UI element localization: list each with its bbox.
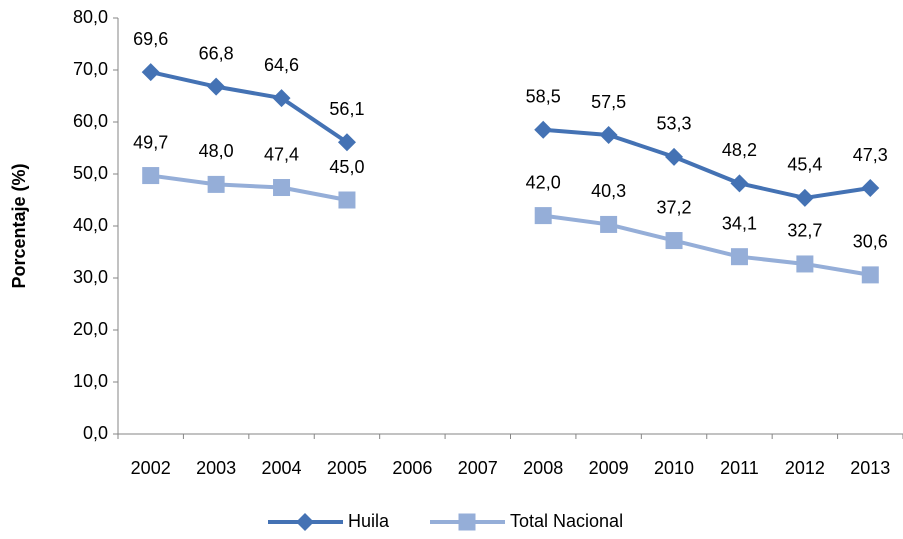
value-label: 34,1 [722,213,757,233]
legend-label: Total Nacional [510,511,623,531]
y-tick-label: 60,0 [73,111,108,131]
marker-diamond [207,77,226,96]
marker-diamond [861,179,880,198]
marker-diamond [730,174,749,193]
marker-square [338,191,356,209]
value-label: 49,7 [133,132,168,152]
x-tick-label: 2006 [392,458,432,478]
marker-diamond [337,133,356,152]
series-line [150,70,871,200]
marker-diamond [272,89,291,108]
value-label: 47,4 [264,144,299,164]
legend-label: Huila [348,511,390,531]
x-tick-label: 2008 [523,458,563,478]
marker-diamond [296,513,314,531]
value-label: 37,2 [657,197,692,217]
value-label: 48,0 [199,141,234,161]
marker-square [796,255,814,273]
x-tick-label: 2003 [196,458,236,478]
marker-square [730,248,748,266]
value-label: 48,2 [722,140,757,160]
x-tick-label: 2009 [589,458,629,478]
value-label: 45,4 [787,155,822,175]
x-tick-label: 2007 [458,458,498,478]
marker-square [600,215,618,233]
x-tick-label: 2010 [654,458,694,478]
marker-square [534,207,552,225]
value-label: 45,0 [329,157,364,177]
y-tick-label: 50,0 [73,163,108,183]
value-label: 57,5 [591,92,626,112]
value-label: 42,0 [526,172,561,192]
value-label: 64,6 [264,55,299,75]
value-label: 30,6 [853,232,888,252]
value-label: 47,3 [853,145,888,165]
x-tick-label: 2004 [262,458,302,478]
y-tick-label: 40,0 [73,215,108,235]
y-tick-label: 20,0 [73,319,108,339]
marker-diamond [665,147,684,166]
x-tick-label: 2011 [720,458,759,478]
marker-diamond [141,63,160,82]
x-tick-label: 2013 [850,458,890,478]
y-tick-label: 70,0 [73,59,108,79]
value-label: 56,1 [329,99,364,119]
marker-square [665,232,683,250]
marker-square [458,513,476,531]
x-tick-label: 2012 [785,458,825,478]
marker-diamond [599,126,618,144]
y-tick-label: 0,0 [83,423,108,443]
marker-square [207,175,225,193]
y-tick-label: 30,0 [73,267,108,287]
y-axis-label: Porcentaje (%) [9,163,29,288]
marker-diamond [795,188,814,207]
marker-square [861,266,879,284]
value-label: 58,5 [526,87,561,107]
value-label: 66,8 [199,43,234,63]
marker-square [142,167,160,185]
value-label: 40,3 [591,181,626,201]
y-tick-label: 10,0 [73,371,108,391]
value-label: 32,7 [787,221,822,241]
marker-diamond [534,120,553,139]
series-line [150,173,871,277]
marker-square [273,179,291,197]
x-tick-label: 2002 [131,458,171,478]
value-label: 69,6 [133,29,168,49]
x-tick-label: 2005 [327,458,367,478]
value-label: 53,3 [657,114,692,134]
y-tick-label: 80,0 [73,7,108,27]
